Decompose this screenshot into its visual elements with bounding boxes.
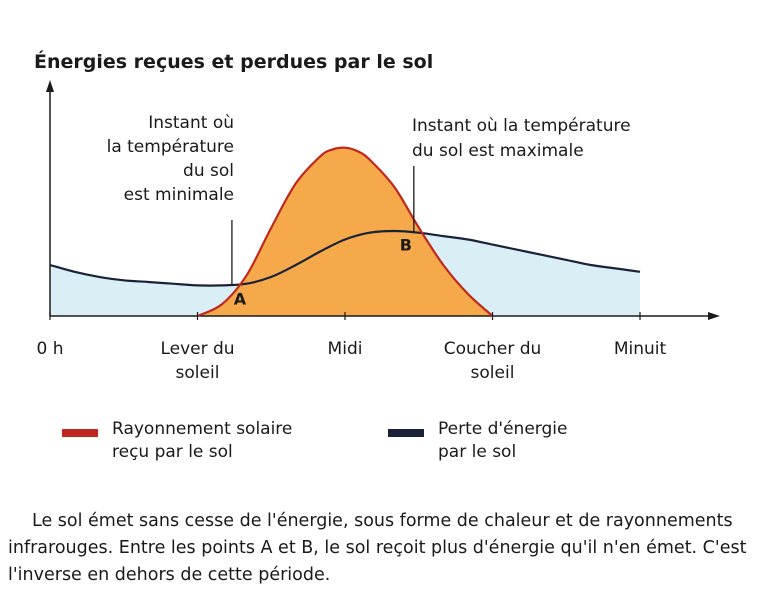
legend-swatch-loss <box>388 429 424 437</box>
energy-loss-line <box>49 229 641 287</box>
legend-label-solar: Rayonnement solaire reçu par le sol <box>112 419 293 462</box>
chart-legend: Rayonnement solaire reçu par le sol Pert… <box>0 418 768 478</box>
y-axis-arrow <box>46 80 54 92</box>
chart-fills <box>50 147 640 316</box>
legend-swatch-solar <box>62 429 98 437</box>
x-tick-label-3: Coucher du soleil <box>444 339 542 383</box>
solar-radiation-line <box>197 146 494 318</box>
x-tick-label-4: Minuit <box>614 339 667 359</box>
x-axis-arrow <box>708 312 720 320</box>
x-tick-label-2: Midi <box>328 339 363 359</box>
legend-label-loss: Perte d'énergie par le sol <box>438 419 568 462</box>
point-b-label: B <box>400 235 412 254</box>
solar-radiation-area <box>197 147 493 316</box>
chart-curves <box>49 146 641 318</box>
x-tick-label-1: Lever du soleil <box>160 339 234 383</box>
x-tick-label-0: 0 h <box>37 339 64 359</box>
chart-ticks: 0 h Lever du soleil Midi Coucher du soleil Min… <box>37 312 667 383</box>
chart-points: AB <box>234 235 412 308</box>
annotation-min-temp: Instant où la température du sol est minima… <box>107 113 234 205</box>
chart-annotations: Instant où la température du sol est minima… <box>107 113 631 285</box>
legend-item-solar: Rayonnement solaire reçu par le sol <box>62 418 292 464</box>
annotation-max-temp: Instant où la température du sol est maxi… <box>412 116 631 161</box>
legend-item-loss: Perte d'énergie par le sol <box>388 418 567 464</box>
chart-axes <box>46 80 720 320</box>
point-a-label: A <box>234 290 247 309</box>
caption-text: Le sol émet sans cesse de l'énergie, sou… <box>8 511 747 585</box>
chart-title: Énergies reçues et perdues par le sol <box>34 50 433 73</box>
